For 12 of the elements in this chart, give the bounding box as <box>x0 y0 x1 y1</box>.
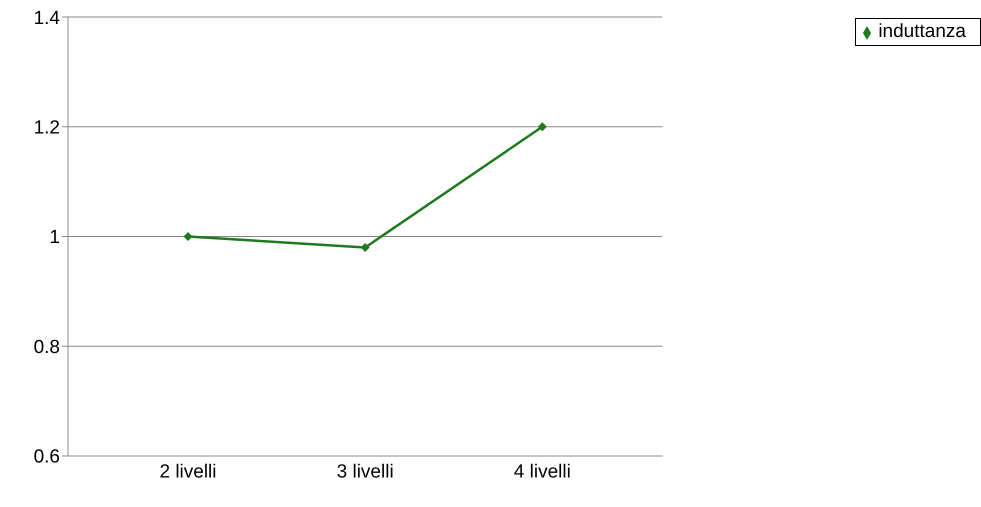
point <box>538 122 547 132</box>
x-tick-label: 4 livelli <box>514 461 571 482</box>
point <box>360 242 370 252</box>
y-tick-label: 1.2 <box>34 117 60 138</box>
legend-label: induttanza <box>878 21 966 42</box>
y-tick-label: 1 <box>49 227 60 248</box>
point <box>184 232 192 241</box>
x-tick-label: 3 livelli <box>336 461 394 482</box>
y-tick-label: 1.4 <box>34 8 60 29</box>
y-tick-label: 0.6 <box>34 446 60 468</box>
y-tick-label: 0.8 <box>34 336 60 358</box>
x-tick-label: 2 livelli <box>159 461 217 482</box>
